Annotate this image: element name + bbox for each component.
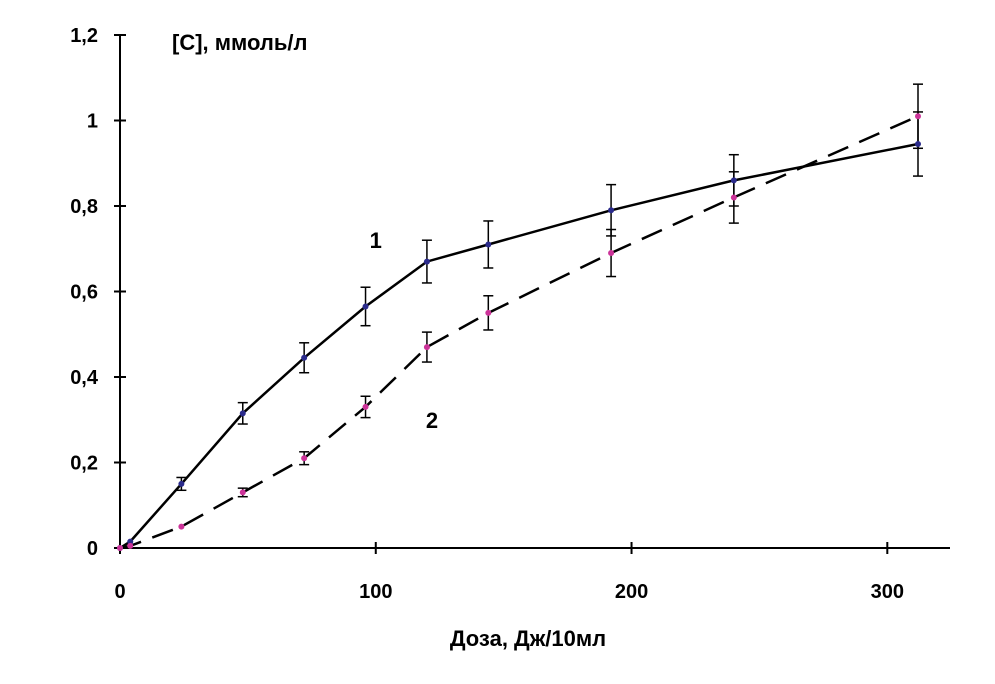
axes: 0 0,2 0,4 0,6 0,8 1 1,2 0 100 200 300 (70, 25, 950, 603)
data-point-2 (239, 489, 246, 496)
x-tick-label: 200 (615, 581, 648, 603)
data-point-1 (485, 241, 492, 248)
data-point-1 (127, 538, 134, 545)
data-point-1 (301, 354, 308, 361)
y-tick-label: 0,8 (70, 196, 98, 218)
data-point-2 (485, 309, 492, 316)
data-point-2 (915, 113, 921, 120)
data-point-1 (915, 141, 921, 148)
x-tick-label: 300 (871, 581, 904, 603)
y-axis-title: [C], ммоль/л (172, 30, 308, 55)
data-point-2 (423, 344, 430, 351)
y-tick-label: 0 (87, 538, 98, 560)
y-tick-label: 1,2 (70, 25, 98, 47)
x-tick-label: 100 (359, 581, 392, 603)
data-point-2 (127, 542, 134, 549)
data-point-2 (730, 194, 737, 201)
data-point-2 (117, 545, 123, 551)
data-point-1 (608, 207, 615, 214)
error-bars (176, 83, 923, 498)
series-annotation: 1 (370, 228, 382, 253)
data-point-2 (301, 455, 308, 462)
series-lines (119, 115, 919, 550)
x-tick-label: 0 (114, 581, 125, 603)
series-line-2 (119, 115, 919, 550)
data-markers (117, 113, 921, 551)
data-point-1 (362, 303, 369, 310)
series-annotation: 2 (426, 408, 438, 433)
y-tick-label: 0,4 (70, 367, 99, 389)
data-point-2 (362, 403, 369, 410)
data-point-2 (178, 523, 185, 530)
y-tick-label: 0,2 (70, 453, 98, 475)
data-point-1 (423, 258, 430, 265)
data-point-1 (178, 480, 185, 487)
data-point-1 (239, 410, 246, 417)
x-axis-title: Доза, Дж/10мл (450, 626, 606, 651)
chart-labels: 12 (370, 228, 439, 433)
data-point-2 (608, 250, 615, 257)
data-point-1 (730, 177, 737, 184)
y-tick-label: 1 (87, 111, 98, 133)
y-tick-label: 0,6 (70, 282, 98, 304)
